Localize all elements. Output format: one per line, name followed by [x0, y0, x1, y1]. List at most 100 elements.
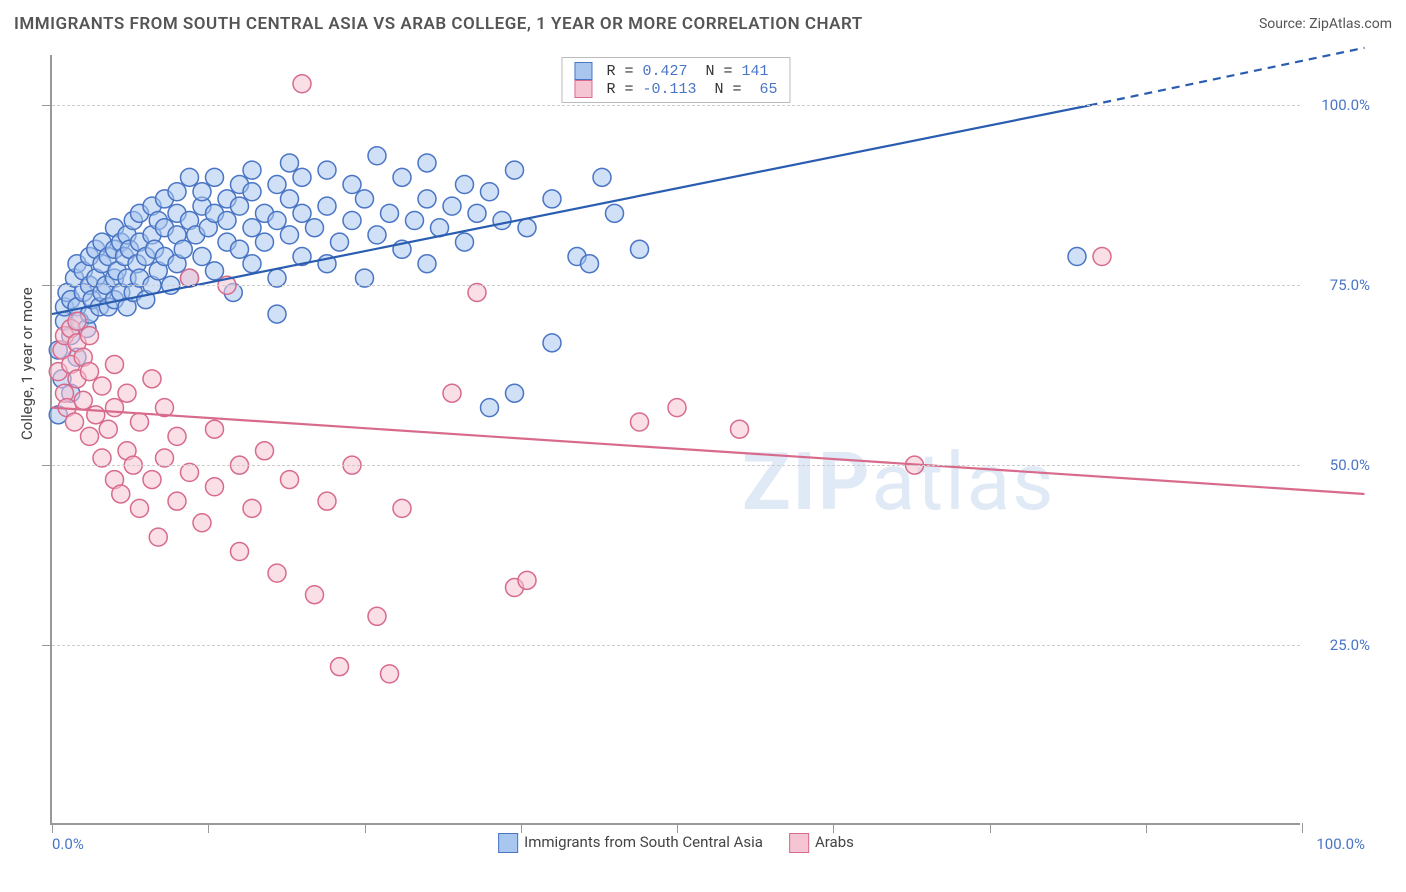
data-point	[231, 543, 249, 561]
data-point	[168, 183, 186, 201]
x-tick	[208, 823, 209, 833]
data-point	[143, 370, 161, 388]
data-point	[168, 492, 186, 510]
data-point	[318, 492, 336, 510]
x-tick	[52, 823, 53, 833]
legend-text: R = -0.113 N = 65	[606, 81, 777, 98]
data-point	[118, 384, 136, 402]
data-point	[243, 161, 261, 179]
gridline	[52, 645, 1300, 646]
data-point	[481, 399, 499, 417]
y-tick	[42, 105, 52, 106]
data-point	[206, 478, 224, 496]
data-point	[231, 197, 249, 215]
chart-title: IMMIGRANTS FROM SOUTH CENTRAL ASIA VS AR…	[14, 14, 863, 34]
gridline	[52, 285, 1300, 286]
data-point	[306, 219, 324, 237]
y-tick-label: 25.0%	[1330, 636, 1370, 654]
data-point	[368, 226, 386, 244]
data-point	[68, 312, 86, 330]
legend-row: R = -0.113 N = 65	[574, 80, 777, 98]
source-label: Source: ZipAtlas.com	[1259, 16, 1392, 32]
data-point	[218, 212, 236, 230]
x-legend-item: Immigrants from South Central Asia	[498, 833, 763, 853]
correlation-legend: R = 0.427 N = 141R = -0.113 N = 65	[561, 57, 790, 103]
data-point	[731, 420, 749, 438]
data-point	[356, 190, 374, 208]
data-point	[581, 255, 599, 273]
data-point	[281, 226, 299, 244]
chart-svg	[52, 55, 1300, 823]
y-axis-title: College, 1 year or more	[18, 287, 36, 440]
data-point	[418, 154, 436, 172]
scatter-plot: ZIPatlas R = 0.427 N = 141R = -0.113 N =…	[50, 55, 1300, 825]
data-point	[168, 427, 186, 445]
data-point	[256, 233, 274, 251]
data-point	[293, 204, 311, 222]
data-point	[281, 190, 299, 208]
data-point	[231, 240, 249, 258]
data-point	[99, 420, 117, 438]
data-point	[112, 485, 130, 503]
data-point	[243, 499, 261, 517]
data-point	[631, 240, 649, 258]
x-tick	[365, 823, 366, 833]
legend-text: R = 0.427 N = 141	[606, 63, 768, 80]
y-tick-label: 100.0%	[1321, 96, 1370, 114]
data-point	[81, 363, 99, 381]
data-point	[368, 607, 386, 625]
data-point	[81, 427, 99, 445]
data-point	[343, 212, 361, 230]
legend-swatch	[574, 62, 592, 80]
data-point	[468, 204, 486, 222]
data-point	[318, 197, 336, 215]
data-point	[293, 168, 311, 186]
legend-swatch	[574, 80, 592, 98]
data-point	[406, 212, 424, 230]
data-point	[493, 212, 511, 230]
gridline	[52, 105, 1300, 106]
data-point	[506, 161, 524, 179]
data-point	[443, 197, 461, 215]
data-point	[106, 355, 124, 373]
data-point	[131, 413, 149, 431]
gridline	[52, 465, 1300, 466]
x-axis-label-min: 0.0%	[52, 835, 84, 853]
data-point	[418, 190, 436, 208]
trend-line	[52, 408, 1365, 494]
data-point	[193, 247, 211, 265]
data-point	[543, 190, 561, 208]
data-point	[393, 499, 411, 517]
data-point	[206, 168, 224, 186]
data-point	[106, 399, 124, 417]
data-point	[631, 413, 649, 431]
data-point	[243, 255, 261, 273]
data-point	[293, 75, 311, 93]
data-point	[193, 514, 211, 532]
data-point	[456, 233, 474, 251]
data-point	[481, 183, 499, 201]
data-point	[506, 384, 524, 402]
data-point	[206, 262, 224, 280]
data-point	[306, 586, 324, 604]
x-tick	[1146, 823, 1147, 833]
data-point	[331, 233, 349, 251]
y-tick	[42, 465, 52, 466]
data-point	[149, 528, 167, 546]
legend-swatch	[498, 833, 518, 853]
data-point	[318, 161, 336, 179]
data-point	[268, 564, 286, 582]
data-point	[87, 406, 105, 424]
data-point	[93, 377, 111, 395]
data-point	[368, 147, 386, 165]
data-point	[1093, 247, 1111, 265]
data-point	[343, 176, 361, 194]
data-point	[443, 384, 461, 402]
x-tick	[833, 823, 834, 833]
data-point	[518, 571, 536, 589]
x-legend-item: Arabs	[789, 833, 854, 853]
data-point	[543, 334, 561, 352]
data-point	[281, 471, 299, 489]
y-tick-label: 50.0%	[1330, 456, 1370, 474]
data-point	[268, 176, 286, 194]
